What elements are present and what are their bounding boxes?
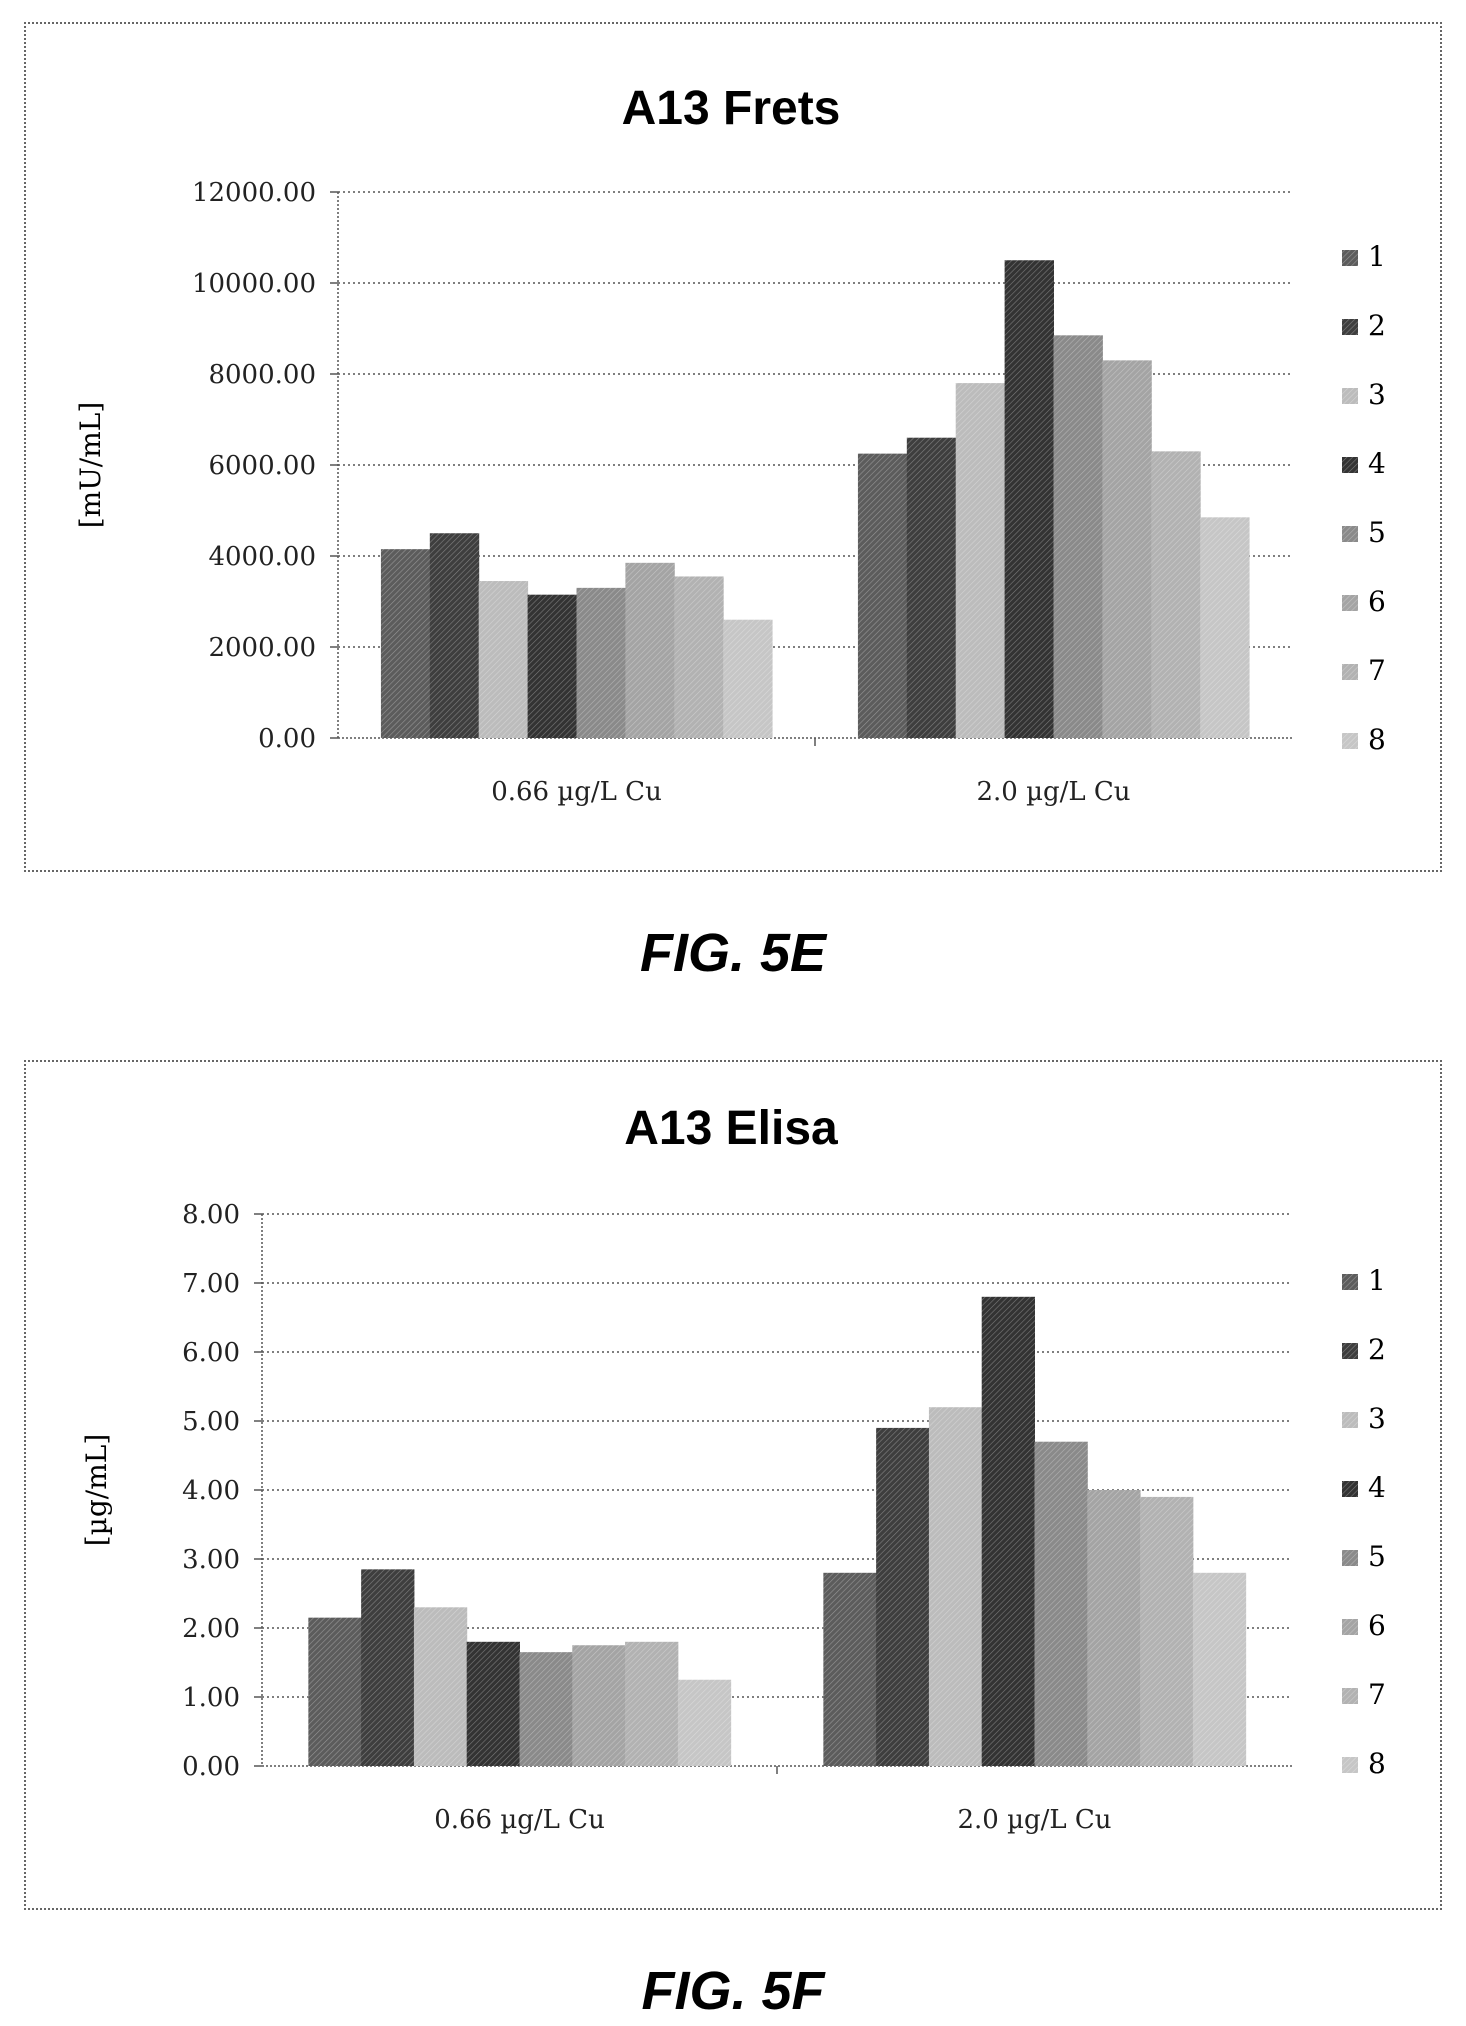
- legend-label-1: 1: [1368, 240, 1386, 273]
- y-tick-label: 8.00: [182, 1200, 240, 1230]
- bar-series-8-low-cu: [677, 1679, 732, 1766]
- bar-series-6-high-cu: [1087, 1490, 1141, 1766]
- legend-label-2: 2: [1368, 1333, 1386, 1366]
- bar-series-4-high-cu: [981, 1296, 1035, 1766]
- bar-series-1-high-cu: [823, 1572, 877, 1766]
- y-tick-label: 7.00: [182, 1269, 240, 1299]
- bar-series-3-high-cu: [955, 383, 1006, 738]
- bar-series-3-high-cu: [928, 1407, 983, 1766]
- bar-series-2-low-cu: [361, 1569, 415, 1766]
- bar-series-6-low-cu: [625, 562, 675, 738]
- chart-a13-frets: A13 Frets 0.00 2000.00 4000.00 6000.00 8000.0…: [74, 82, 1386, 807]
- bar-series-5-high-cu: [1053, 335, 1103, 738]
- legend-label-7: 7: [1368, 1678, 1386, 1711]
- legend-label-5: 5: [1368, 516, 1386, 549]
- legend-label-3: 3: [1368, 1402, 1386, 1435]
- legend-label-1: 1: [1368, 1264, 1386, 1297]
- y-tick-label: 2.00: [182, 1614, 240, 1644]
- figure-caption-5f: FIG. 5F: [641, 1961, 825, 2021]
- x-category-label: 2.0 µg/L Cu: [976, 777, 1130, 807]
- legend-label-2: 2: [1368, 309, 1386, 342]
- bar-series-3-low-cu: [413, 1607, 468, 1766]
- legend-swatch-7: [1342, 664, 1358, 680]
- bar-series-2-low-cu: [429, 533, 480, 738]
- bar-series-8-high-cu: [1200, 517, 1250, 738]
- y-tick-label: 2000.00: [208, 633, 316, 663]
- legend-swatch-3: [1342, 1412, 1358, 1428]
- legend-swatch-8: [1342, 1757, 1358, 1773]
- legend-swatch-5: [1342, 1550, 1358, 1566]
- legend-swatch-1: [1342, 1274, 1358, 1290]
- x-category-label: 0.66 µg/L Cu: [434, 1805, 605, 1835]
- bar-series-1-high-cu: [857, 453, 908, 738]
- y-tick-label: 4.00: [182, 1476, 240, 1506]
- legend-swatch-3: [1342, 388, 1358, 404]
- x-category-label: 2.0 µg/L Cu: [957, 1805, 1111, 1835]
- legend-label-5: 5: [1368, 1540, 1386, 1573]
- bar-series-4-low-cu: [527, 594, 577, 738]
- bar-series-1-low-cu: [308, 1617, 362, 1766]
- figure-caption-5e: FIG. 5E: [639, 923, 827, 983]
- legend-label-4: 4: [1368, 1471, 1386, 1504]
- legend-swatch-5: [1342, 526, 1358, 542]
- bar-series-1-low-cu: [380, 549, 431, 738]
- y-tick-label: 0.00: [182, 1752, 240, 1782]
- legend-label-3: 3: [1368, 378, 1386, 411]
- bar-series-4-low-cu: [466, 1641, 520, 1766]
- chart-frame-a13-elisa: A13 Elisa 0.00 1.00 2.00 3.00 4.00 5.00 6.00 7.0…: [24, 1060, 1442, 1910]
- legend-label-6: 6: [1368, 1609, 1386, 1642]
- legend-swatch-2: [1342, 319, 1358, 335]
- chart-title: A13 Elisa: [624, 1102, 838, 1155]
- legend-label-8: 8: [1368, 723, 1386, 756]
- y-tick-label: 3.00: [182, 1545, 240, 1575]
- bar-series-6-low-cu: [572, 1645, 626, 1766]
- x-category-label: 0.66 µg/L Cu: [491, 777, 662, 807]
- y-tick-label: 6000.00: [208, 451, 316, 481]
- bar-series-7-low-cu: [674, 576, 724, 738]
- legend-swatch-7: [1342, 1688, 1358, 1704]
- bar-series-8-low-cu: [723, 619, 773, 738]
- bar-series-8-high-cu: [1192, 1572, 1247, 1766]
- bar-series-5-high-cu: [1034, 1441, 1088, 1766]
- y-tick-label: 4000.00: [208, 542, 316, 572]
- legend-swatch-8: [1342, 733, 1358, 749]
- bar-series-5-low-cu: [576, 587, 626, 738]
- legend-swatch-1: [1342, 250, 1358, 266]
- legend-swatch-6: [1342, 595, 1358, 611]
- y-axis-label: [µg/mL]: [80, 1434, 113, 1547]
- y-tick-label: 5.00: [182, 1407, 240, 1437]
- y-tick-label: 0.00: [258, 724, 316, 754]
- bar-series-4-high-cu: [1004, 260, 1054, 738]
- legend-label-8: 8: [1368, 1747, 1386, 1780]
- chart-title: A13 Frets: [622, 82, 841, 135]
- y-tick-label: 8000.00: [208, 360, 316, 390]
- bar-series-2-high-cu: [906, 437, 957, 738]
- y-tick-label: 12000.00: [192, 178, 316, 208]
- legend-swatch-6: [1342, 1619, 1358, 1635]
- chart-a13-elisa: A13 Elisa 0.00 1.00 2.00 3.00 4.00 5.00 6.00 7.0…: [80, 1102, 1386, 1835]
- legend-swatch-2: [1342, 1343, 1358, 1359]
- bar-series-6-high-cu: [1102, 360, 1152, 738]
- bar-series-2-high-cu: [876, 1427, 930, 1766]
- y-tick-label: 10000.00: [192, 269, 316, 299]
- y-tick-label: 1.00: [182, 1683, 240, 1713]
- legend-label-4: 4: [1368, 447, 1386, 480]
- legend-label-6: 6: [1368, 585, 1386, 618]
- bar-series-5-low-cu: [519, 1652, 573, 1766]
- chart-frame-a13-frets: A13 Frets 0.00 2000.00 4000.00 6000.00 8000.0…: [24, 22, 1442, 872]
- legend-label-7: 7: [1368, 654, 1386, 687]
- bar-series-7-high-cu: [1151, 451, 1201, 738]
- y-tick-label: 6.00: [182, 1338, 240, 1368]
- legend-swatch-4: [1342, 1481, 1358, 1497]
- y-axis-label: [mU/mL]: [74, 402, 107, 529]
- bar-series-3-low-cu: [478, 581, 529, 738]
- bar-series-7-high-cu: [1140, 1496, 1194, 1766]
- bar-series-7-low-cu: [625, 1641, 679, 1766]
- legend-swatch-4: [1342, 457, 1358, 473]
